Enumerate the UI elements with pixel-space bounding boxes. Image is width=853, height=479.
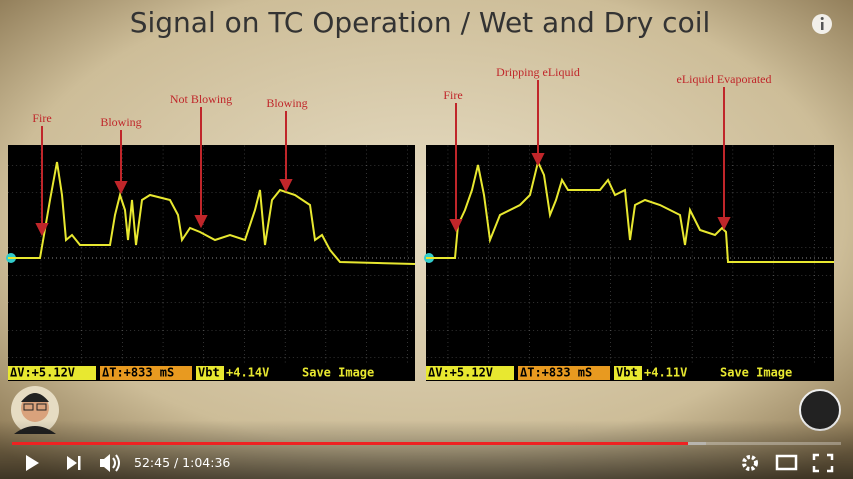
status-vbt: +4.11V: [644, 366, 687, 380]
annotation: eLiquid Evaporated: [677, 72, 772, 86]
play-button[interactable]: [26, 455, 39, 471]
settings-button[interactable]: [742, 455, 758, 471]
annotation: Dripping eLiquid: [496, 65, 580, 79]
fullscreen-button[interactable]: [812, 453, 834, 473]
status-dv: ΔV:+5.12V: [428, 366, 493, 380]
status-save: Save Image: [720, 366, 792, 380]
arrows: [35, 80, 731, 237]
next-button[interactable]: [67, 456, 81, 470]
annotation: Blowing: [100, 115, 141, 129]
annotation: Fire: [32, 111, 51, 125]
status-vbt-label: Vbt: [198, 366, 220, 380]
time-display: 52:45 / 1:04:36: [134, 455, 230, 470]
status-dt: ΔT:+833 mS: [102, 366, 174, 380]
progress-bar[interactable]: [12, 442, 841, 445]
status-vbt-label: Vbt: [616, 366, 638, 380]
status-dv: ΔV:+5.12V: [10, 366, 75, 380]
slide-title: Signal on TC Operation / Wet and Dry coi…: [130, 6, 711, 39]
status-vbt: +4.14V: [226, 366, 269, 380]
scope-left: ΔV:+5.12V ΔT:+833 mS Vbt +4.14V Save Ima…: [6, 145, 416, 381]
annotation: Not Blowing: [170, 92, 232, 106]
annotation: Blowing: [266, 96, 307, 110]
status-save: Save Image: [302, 366, 374, 380]
info-button[interactable]: [812, 14, 832, 34]
volume-button[interactable]: [100, 454, 120, 472]
scope-right: ΔV:+5.12V ΔT:+833 mS Vbt +4.11V Save Ima…: [424, 145, 834, 381]
annotation: Fire: [443, 88, 462, 102]
status-dt: ΔT:+833 mS: [520, 366, 592, 380]
theater-button[interactable]: [775, 454, 798, 471]
